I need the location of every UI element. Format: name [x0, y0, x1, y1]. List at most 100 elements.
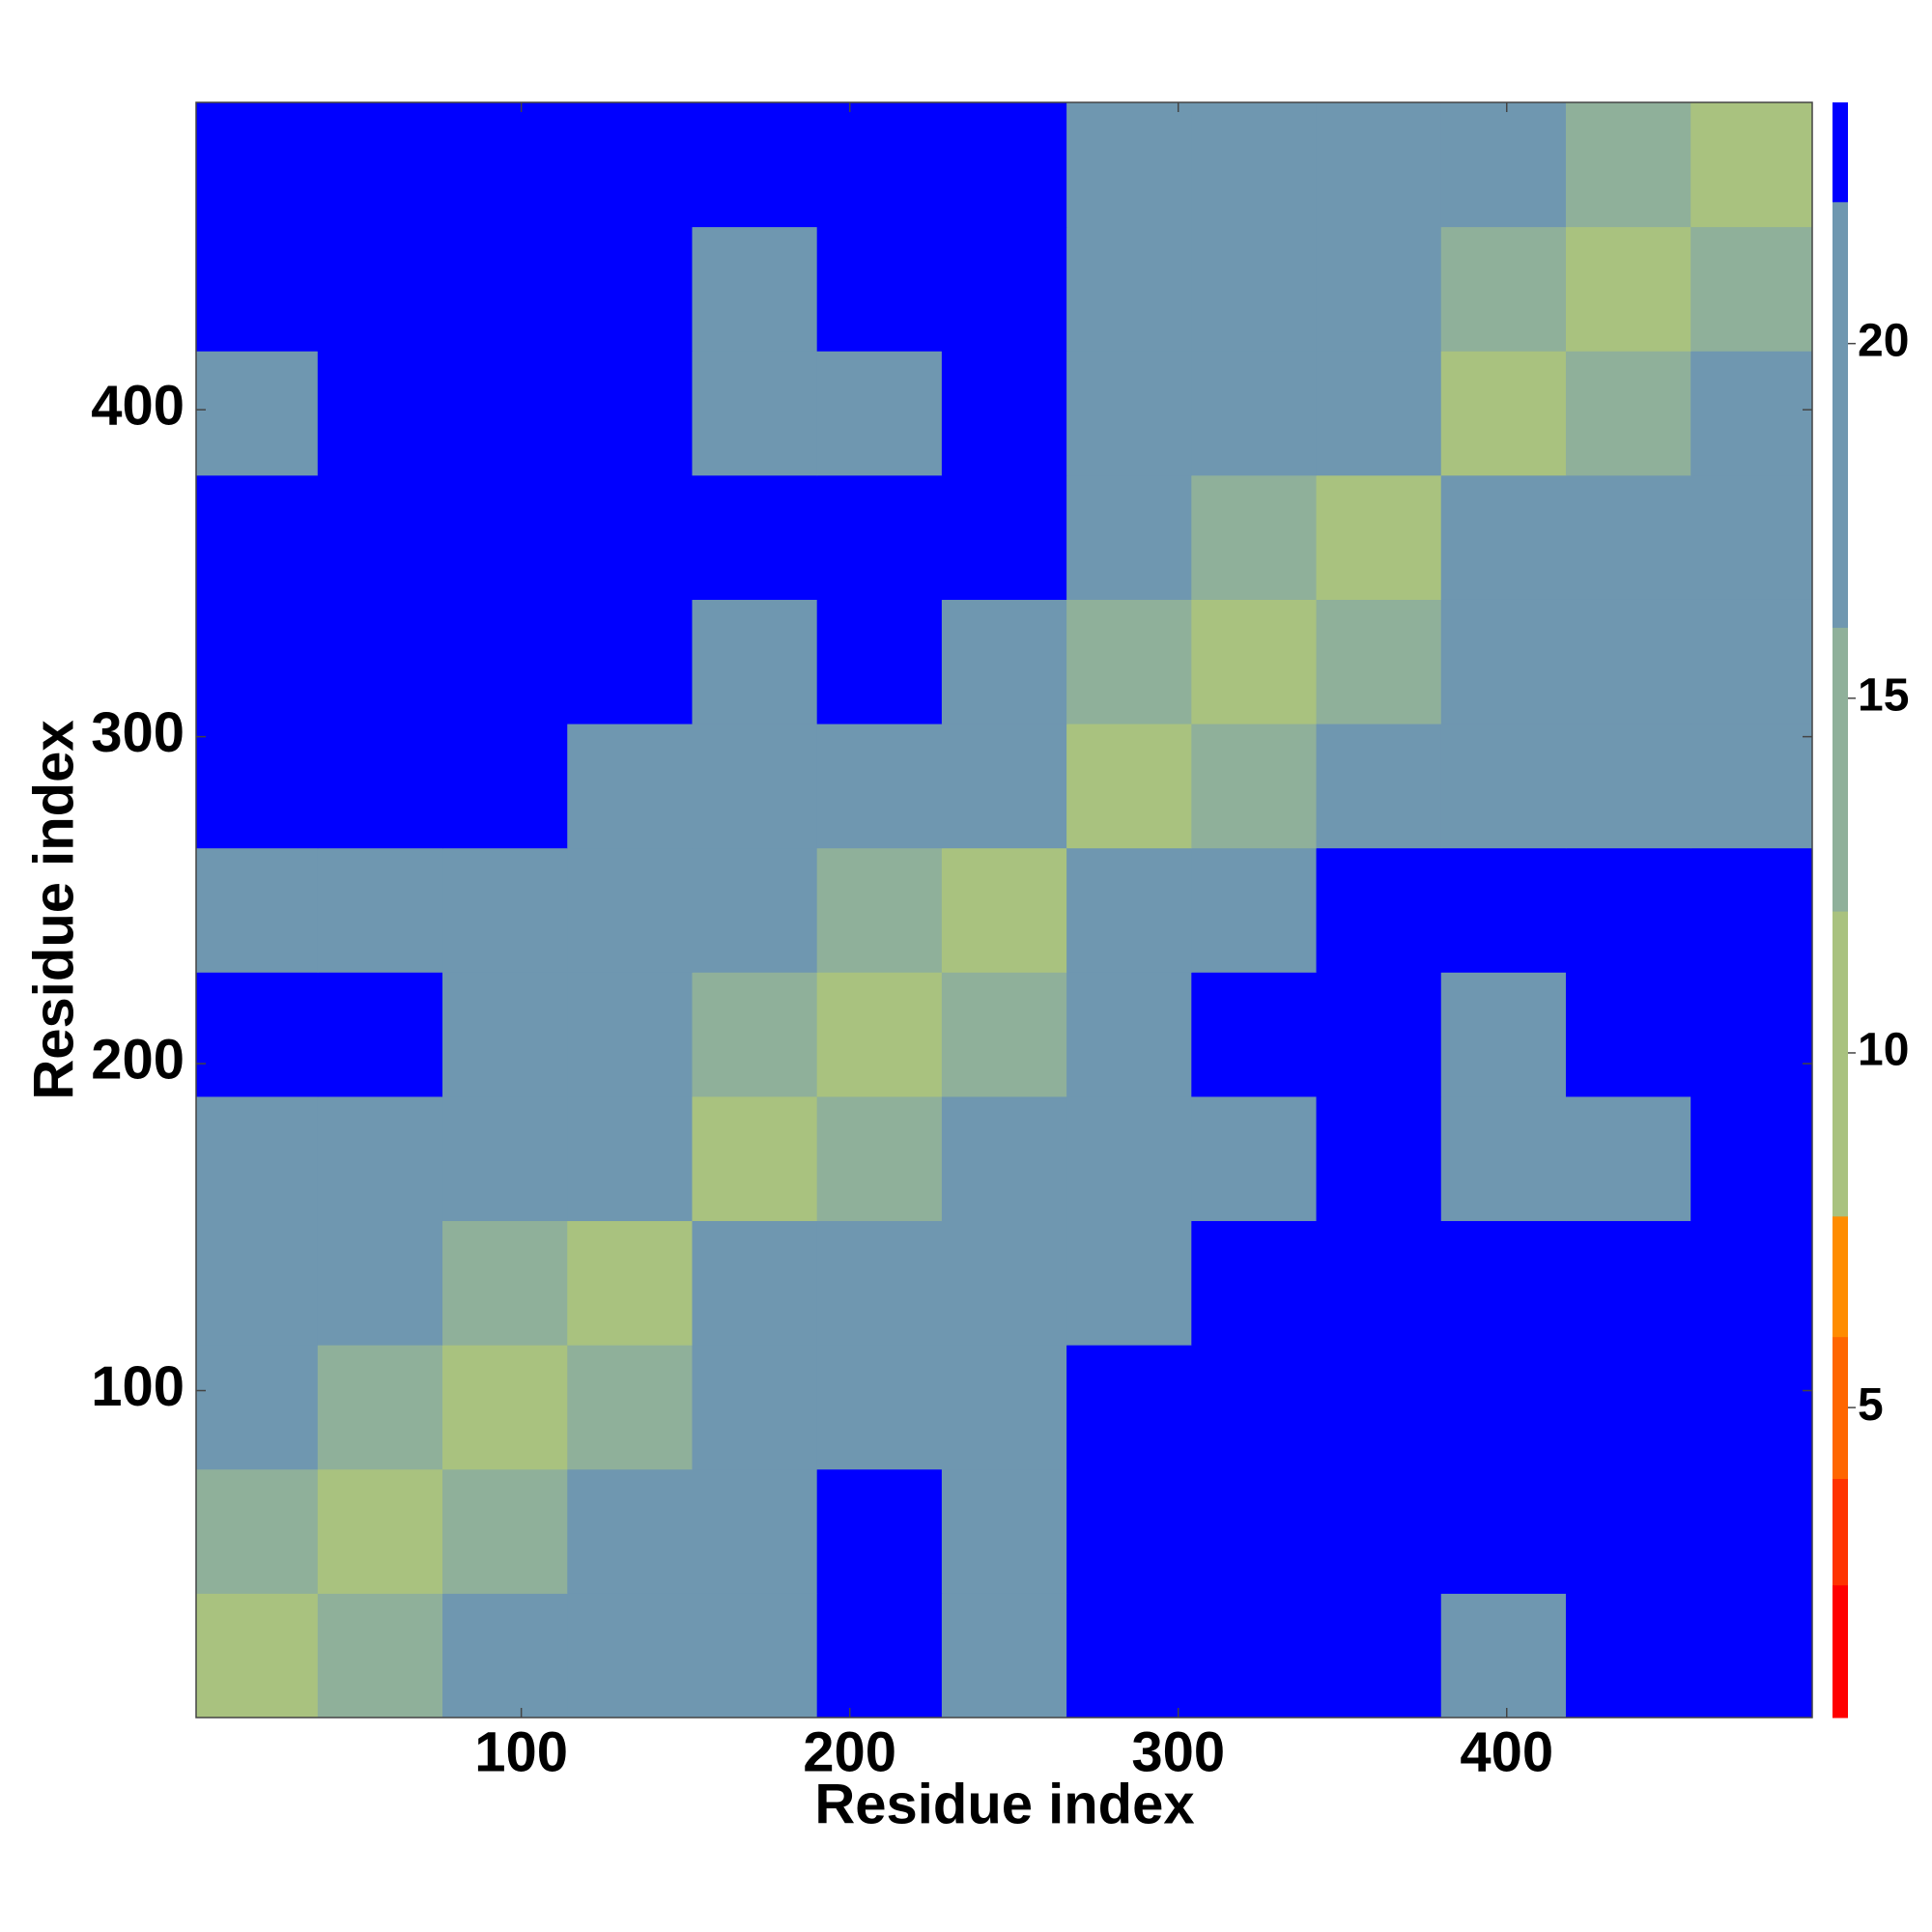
heatmap-cell — [1565, 1468, 1691, 1594]
heatmap-cell — [1440, 102, 1567, 228]
heatmap-cell — [692, 1220, 818, 1346]
heatmap-cell — [1191, 102, 1318, 228]
heatmap-cell — [1565, 1220, 1691, 1346]
heatmap-cell — [816, 599, 943, 724]
heatmap-cell — [816, 1220, 943, 1346]
heatmap-cell — [816, 847, 943, 973]
heatmap-cell — [692, 1593, 818, 1718]
colorbar-segment — [1833, 1584, 1848, 1719]
heatmap-cell — [941, 847, 1067, 973]
heatmap-cell — [196, 351, 319, 476]
heatmap-cell — [567, 1593, 693, 1718]
heatmap-cell — [1690, 1220, 1812, 1346]
heatmap-cell — [442, 351, 568, 476]
heatmap-cell — [1440, 972, 1567, 1097]
heatmap-cell — [1066, 847, 1192, 973]
heatmap-cell — [1690, 599, 1812, 724]
heatmap-cell — [941, 474, 1067, 600]
heatmap-cell — [1066, 1220, 1192, 1346]
heatmap-cell — [1565, 102, 1691, 228]
y-tick-label: 100 — [91, 1355, 185, 1418]
heatmap-cell — [816, 102, 943, 228]
heatmap-cell — [1191, 226, 1318, 352]
heatmap-cell — [941, 226, 1067, 352]
heatmap-cell — [1440, 474, 1567, 600]
heatmap-cell — [1565, 972, 1691, 1097]
heatmap-cell — [1440, 1095, 1567, 1222]
heatmap-cell — [1316, 1095, 1442, 1222]
colorbar-segment — [1833, 627, 1848, 912]
heatmap-cell — [941, 351, 1067, 476]
heatmap-cell — [1066, 102, 1192, 228]
colorbar-segment — [1833, 201, 1848, 628]
heatmap-cell — [442, 847, 568, 973]
heatmap-cell — [567, 1468, 693, 1594]
heatmap-cell — [1565, 847, 1691, 973]
heatmap-cell — [317, 847, 443, 973]
y-tick-label: 300 — [91, 701, 185, 764]
heatmap-cell — [567, 847, 693, 973]
x-axis-title: Residue index — [814, 1773, 1194, 1835]
heatmap-cell — [567, 972, 693, 1097]
heatmap-cell — [692, 1468, 818, 1594]
heatmap-cell — [816, 226, 943, 352]
colorbar-tick-label: 20 — [1858, 315, 1909, 366]
heatmap-cell — [941, 102, 1067, 228]
heatmap-cell — [317, 724, 443, 849]
heatmap-cell — [816, 1593, 943, 1718]
x-tick-label: 200 — [803, 1720, 896, 1783]
heatmap-cell — [1690, 1593, 1812, 1718]
heatmap-cell — [317, 102, 443, 228]
heatmap-cell — [1066, 226, 1192, 352]
heatmap-cell — [941, 972, 1067, 1097]
heatmap-cell — [941, 1095, 1067, 1222]
heatmap-cell — [317, 1095, 443, 1222]
heatmap-cell — [1191, 1220, 1318, 1346]
heatmap-cell — [1565, 474, 1691, 600]
heatmap-cell — [1191, 351, 1318, 476]
heatmap-cell — [692, 1345, 818, 1470]
heatmap-cell — [1191, 474, 1318, 600]
heatmap-cell — [1565, 1593, 1691, 1718]
heatmap-cell — [1316, 847, 1442, 973]
colorbar-segment — [1833, 1478, 1848, 1586]
colorbar-tick-label: 5 — [1858, 1379, 1884, 1431]
heatmap-cell — [1066, 1095, 1192, 1222]
colorbar-segment — [1833, 1215, 1848, 1338]
heatmap-cell — [1191, 847, 1318, 973]
heatmap-cell — [442, 226, 568, 352]
heatmap-cell — [692, 226, 818, 352]
heatmap-cell — [816, 1468, 943, 1594]
heatmap-cell — [567, 474, 693, 600]
x-tick-label: 300 — [1131, 1720, 1225, 1783]
heatmap-cell — [1440, 724, 1567, 849]
heatmap-cell — [567, 226, 693, 352]
heatmap-cell — [1066, 1345, 1192, 1470]
heatmap-cell — [692, 724, 818, 849]
heatmap-cell — [1066, 724, 1192, 849]
heatmap-cell — [1191, 724, 1318, 849]
heatmap-cell — [317, 972, 443, 1097]
heatmap-cell — [1191, 1345, 1318, 1470]
heatmap-cell — [1316, 972, 1442, 1097]
heatmap-cell — [1565, 351, 1691, 476]
heatmap-cell — [1066, 1593, 1192, 1718]
heatmap-cell — [816, 474, 943, 600]
heatmap-cell — [1316, 724, 1442, 849]
heatmap-cell — [196, 1220, 319, 1346]
heatmap-cell — [442, 1593, 568, 1718]
heatmap-cell — [317, 1593, 443, 1718]
heatmap-cell — [1066, 972, 1192, 1097]
colorbar-tick-label: 10 — [1858, 1025, 1909, 1076]
heatmap-cell — [692, 972, 818, 1097]
heatmap-cell — [1690, 351, 1812, 476]
heatmap-cell — [941, 724, 1067, 849]
heatmap-cell — [196, 1095, 319, 1222]
y-axis-title: Residue index — [22, 720, 85, 1099]
heatmap-cell — [692, 599, 818, 724]
heatmap-cell — [692, 1095, 818, 1222]
heatmap-cell — [1565, 724, 1691, 849]
heatmap-cell — [1191, 1468, 1318, 1594]
heatmap-cell — [1565, 226, 1691, 352]
